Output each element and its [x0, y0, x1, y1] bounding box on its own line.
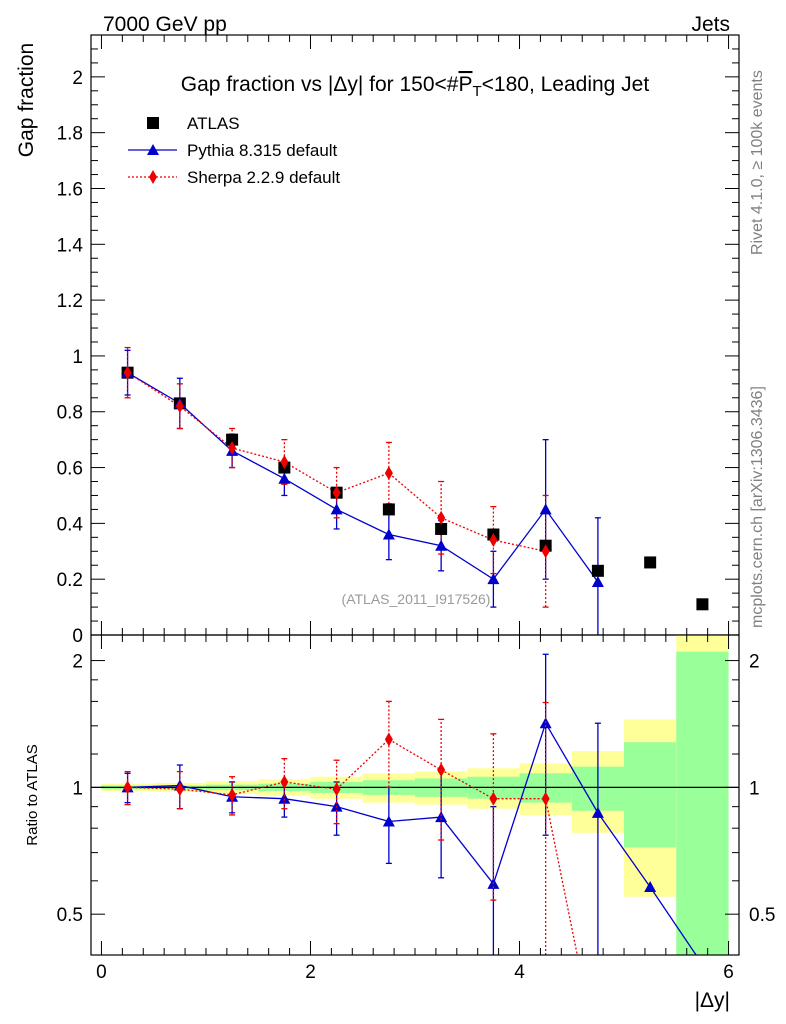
sherpa-ratio-point [489, 791, 498, 806]
pythia-ratio-point [382, 815, 395, 827]
pythia-point [330, 503, 343, 515]
title-sub: T [472, 83, 481, 100]
pythia-line [127, 372, 599, 583]
sherpa-ratio-point [228, 787, 237, 802]
main-plot-panel: 0 0.2 0.4 0.6 0.8 1 1.2 1.4 1.6 1.8 2 Gap fraction… [15, 34, 740, 647]
y-tick-label: 1 [72, 347, 83, 368]
rivet-label: Rivet 4.1.0, ≥ 100k events [749, 70, 766, 255]
legend-sherpa-marker [149, 170, 157, 184]
y-tick-label: 0.4 [57, 514, 84, 535]
sherpa-point [541, 544, 550, 559]
ratio-y-tick-label: 2 [72, 652, 83, 673]
x-axis-label: |Δy| [695, 989, 730, 1012]
mcplots-label: mcplots.cern.ch [arXiv:1306.3436] [749, 386, 766, 628]
legend-sherpa-label: Sherpa 2.2.9 default [187, 168, 340, 187]
legend-atlas-marker [147, 117, 159, 129]
sherpa-point [175, 399, 184, 414]
y-tick-label: 1.4 [57, 235, 84, 256]
ratio-y-tick-label-right: 2 [749, 652, 760, 673]
ratio-y-axis-label: Ratio to ATLAS [24, 744, 41, 845]
sherpa-point [437, 510, 446, 525]
y-tick-label: 1.8 [57, 124, 83, 145]
sherpa-point [228, 441, 237, 456]
sherpa-point [489, 533, 498, 548]
pythia-ratio-point [644, 881, 657, 893]
y-tick-label: 0.6 [57, 459, 83, 480]
y-tick-label: 0.2 [57, 570, 83, 591]
x-tick-label: 4 [514, 962, 525, 983]
y-tick-label: 0.8 [57, 403, 83, 424]
sherpa-ratio-point [384, 732, 393, 747]
ratio-y-tick-label-right: 1 [749, 778, 760, 799]
title-post: <180, Leading Jet [482, 73, 650, 96]
sherpa-ratio-line [127, 738, 578, 955]
sherpa-point [123, 365, 132, 380]
pythia-ratio-line [127, 721, 697, 955]
x-tick-label: 2 [305, 962, 316, 983]
ratio-band-inner [676, 651, 729, 955]
ratio-y-tick-label: 0.5 [57, 905, 83, 926]
sherpa-point [280, 454, 289, 469]
sherpa-line [127, 372, 546, 552]
sherpa-ratio-point [332, 782, 341, 797]
y-tick-label: 0 [72, 626, 83, 647]
y-tick-label: 2 [72, 68, 83, 89]
ratio-y-tick-label-right: 0.5 [749, 905, 775, 926]
atlas-point [591, 564, 604, 577]
atlas-point [382, 503, 395, 516]
title-pre: Gap fraction vs |Δy| for 150<# [181, 73, 459, 96]
y-tick-label: 1.2 [57, 291, 83, 312]
x-tick-label: 0 [96, 962, 107, 983]
legend: ATLAS Pythia 8.315 default Sherpa 2.2.9 … [128, 114, 340, 187]
header-left: 7000 GeV pp [103, 13, 227, 36]
y-axis-label: Gap fraction [15, 43, 38, 157]
sherpa-point [384, 466, 393, 481]
ratio-plot-panel: 0.5 0.5 1 1 2 2 0 2 4 6 Ratio to ATLAS |Δy| [24, 634, 775, 1012]
analysis-watermark: (ATLAS_2011_I917526) [342, 591, 491, 607]
pythia-ratio-point [435, 811, 448, 823]
sherpa-ratio-point [541, 791, 550, 806]
title-pt: P [458, 73, 472, 96]
pythia-ratio-point [278, 792, 291, 804]
sherpa-ratio-point [280, 774, 289, 789]
pythia-point [591, 575, 604, 587]
atlas-point [435, 522, 448, 535]
pythia-ratio-point [591, 806, 604, 818]
legend-pythia-label: Pythia 8.315 default [187, 141, 338, 160]
pythia-point [435, 539, 448, 551]
atlas-point [226, 433, 239, 446]
atlas-point [696, 598, 709, 611]
sherpa-ratio-point [123, 780, 132, 795]
atlas-point [644, 556, 657, 569]
y-tick-label: 1.6 [57, 179, 83, 200]
header-right: Jets [691, 13, 730, 36]
pythia-point [487, 573, 500, 585]
sherpa-point [332, 485, 341, 500]
ratio-y-tick-label: 1 [72, 778, 83, 799]
pythia-point [539, 503, 552, 515]
legend-pythia-marker [147, 144, 159, 155]
pythia-point [382, 528, 395, 540]
legend-atlas-label: ATLAS [187, 114, 240, 133]
sherpa-ratio-point [175, 782, 184, 797]
x-tick-label: 6 [723, 962, 734, 983]
sherpa-ratio-point [437, 762, 446, 777]
pythia-point [278, 472, 291, 484]
chart-title: Gap fraction vs |Δy| for 150<#PT<180, Le… [181, 73, 650, 100]
ratio-band-inner [624, 742, 677, 848]
